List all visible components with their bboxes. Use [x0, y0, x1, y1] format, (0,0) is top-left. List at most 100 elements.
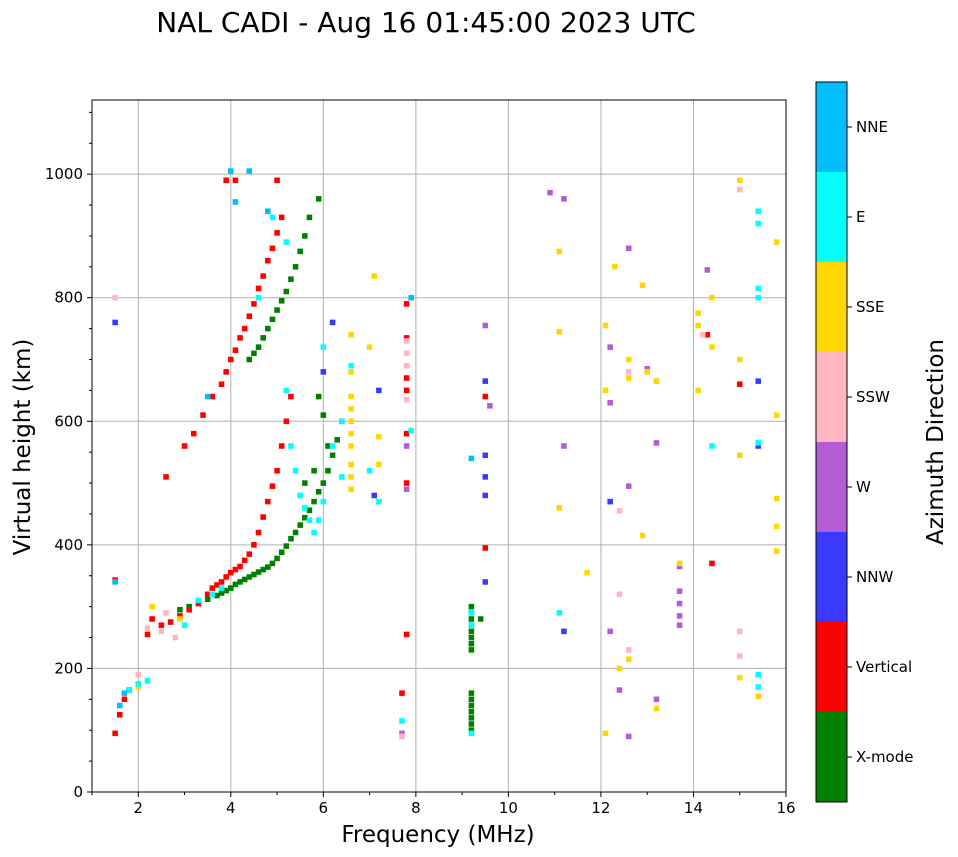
y-tick-label: 600: [54, 412, 83, 430]
data-point-x-mode: [468, 690, 475, 696]
data-point-x-mode: [468, 616, 475, 622]
colorbar-swatch-x-mode: [816, 712, 847, 802]
data-point-nnw: [482, 378, 489, 384]
data-point-e: [468, 622, 475, 628]
data-point-w: [607, 344, 613, 350]
data-point-vertical: [403, 375, 410, 381]
data-point-e: [468, 610, 475, 616]
data-point-x-mode: [269, 560, 276, 567]
data-point-sse: [584, 569, 590, 576]
data-point-x-mode: [265, 325, 271, 332]
data-point-x-mode: [246, 574, 253, 580]
data-point-ssw: [625, 647, 632, 653]
data-point-ssw: [699, 332, 706, 338]
data-point-ssw: [736, 186, 743, 193]
data-point-ssw: [135, 671, 142, 678]
data-point-x-mode: [186, 603, 192, 610]
data-point-x-mode: [288, 276, 294, 282]
data-point-vertical: [255, 529, 262, 536]
data-point-vertical: [283, 418, 290, 425]
data-point-nnw: [561, 628, 567, 635]
data-point-vertical: [200, 412, 206, 418]
data-point-w: [625, 733, 632, 740]
data-point-nne: [116, 702, 123, 709]
data-point-x-mode: [265, 564, 271, 570]
data-point-sse: [376, 433, 382, 440]
data-point-vertical: [255, 285, 262, 292]
data-point-vertical: [278, 214, 285, 221]
data-point-x-mode: [329, 452, 336, 459]
data-point-x-mode: [214, 592, 220, 599]
data-point-w: [607, 628, 613, 635]
data-point-x-mode: [334, 437, 340, 443]
data-point-sse: [616, 665, 623, 672]
data-point-sse: [736, 452, 743, 459]
data-point-e: [339, 474, 345, 480]
x-axis-label: Frequency (MHz): [341, 822, 534, 848]
data-point-sse: [639, 532, 646, 539]
data-point-e: [408, 427, 415, 434]
data-point-sse: [644, 369, 650, 375]
data-point-vertical: [403, 387, 410, 394]
data-point-sse: [653, 378, 660, 384]
data-point-w: [625, 483, 632, 489]
data-point-vertical: [482, 393, 489, 400]
data-point-e: [255, 294, 262, 301]
data-point-x-mode: [320, 480, 327, 486]
data-point-vertical: [260, 273, 266, 279]
data-marks: [112, 168, 780, 740]
data-point-nnw: [112, 319, 118, 326]
colorbar-swatch-w: [816, 442, 847, 532]
data-point-w: [653, 440, 660, 446]
data-point-e: [135, 681, 142, 687]
data-point-vertical: [112, 730, 118, 737]
colorbar-swatch-nne: [816, 82, 847, 172]
colorbar-tick-label: NNE: [856, 118, 888, 136]
data-point-x-mode: [274, 307, 280, 313]
data-point-vertical: [260, 514, 266, 520]
data-point-nne: [246, 168, 253, 174]
data-point-x-mode: [468, 647, 475, 653]
data-point-x-mode: [232, 581, 239, 588]
data-point-x-mode: [297, 522, 303, 528]
data-point-sse: [695, 310, 701, 316]
colorbar-tick-label: NNW: [856, 568, 893, 586]
data-point-vertical: [228, 356, 234, 363]
data-point-sse: [348, 393, 354, 400]
data-point-sse: [653, 705, 660, 712]
data-point-x-mode: [251, 350, 257, 357]
data-point-vertical: [736, 381, 743, 387]
data-point-nnw: [607, 498, 613, 505]
data-point-vertical: [246, 313, 253, 320]
data-point-w: [561, 196, 567, 202]
data-point-sse: [695, 387, 701, 394]
colorbar-label: Azimuth Direction: [923, 339, 949, 545]
data-point-x-mode: [468, 727, 475, 733]
azimuth-colorbar: X-mode Vertical NNW W SSW SSE E NNE: [815, 81, 913, 803]
data-point-vertical: [237, 335, 243, 341]
data-point-x-mode: [274, 555, 280, 562]
data-point-vertical: [228, 569, 234, 576]
data-point-vertical: [241, 557, 248, 564]
data-point-x-mode: [278, 549, 285, 556]
data-point-x-mode: [292, 529, 299, 536]
data-point-ssw: [403, 338, 410, 344]
data-point-e: [311, 529, 317, 536]
data-point-sse: [366, 344, 373, 350]
data-point-vertical: [195, 600, 202, 607]
data-point-x-mode: [468, 603, 475, 610]
y-tick-label: 1000: [45, 165, 83, 183]
colorbar-swatch-nnw: [816, 532, 847, 622]
data-point-nnw: [371, 492, 378, 499]
data-point-x-mode: [311, 498, 317, 505]
x-tick-label: 8: [411, 799, 421, 817]
colorbar-frame: [815, 81, 848, 803]
data-point-vertical: [121, 696, 128, 703]
x-tick-label: 14: [684, 799, 703, 817]
colorbar-tick-label: SSW: [856, 388, 890, 406]
data-point-e: [269, 214, 276, 221]
data-point-x-mode: [302, 514, 308, 521]
data-point-sse: [556, 248, 563, 255]
data-point-sse: [135, 684, 142, 690]
data-point-x-mode: [246, 356, 253, 363]
